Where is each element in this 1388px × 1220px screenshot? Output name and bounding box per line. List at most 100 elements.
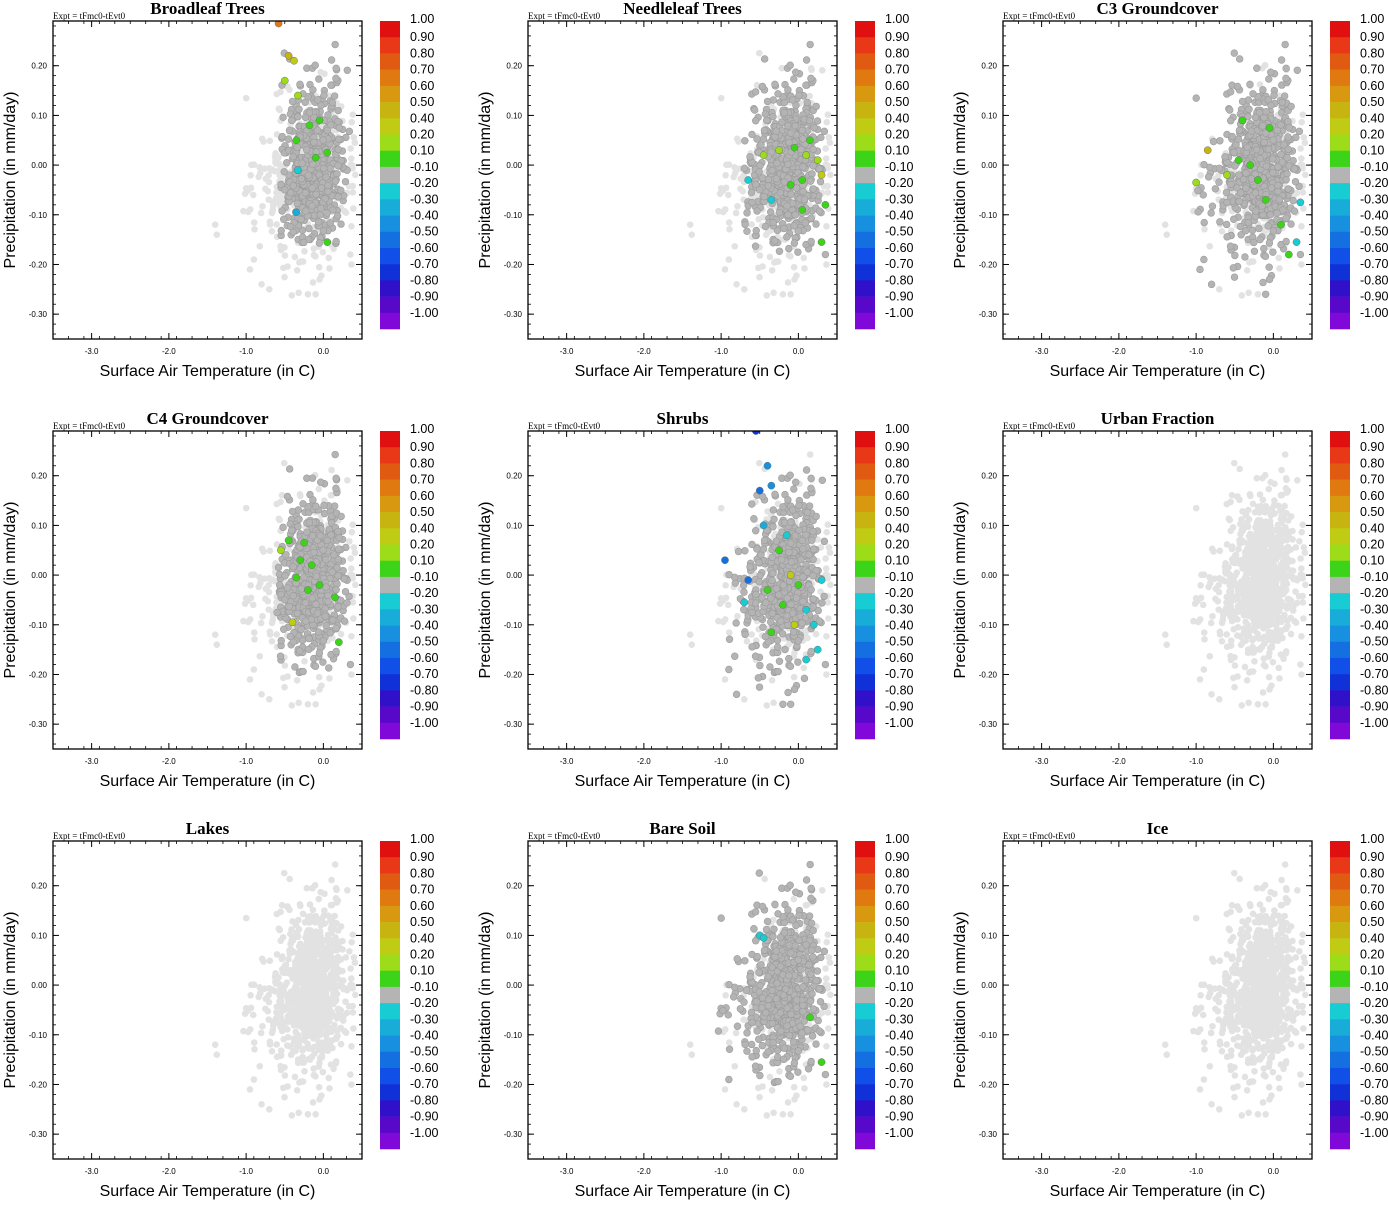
background-point (266, 179, 273, 186)
colored-point (294, 92, 301, 99)
background-point (785, 279, 792, 286)
neutral-point (1265, 223, 1272, 230)
neutral-point (324, 210, 331, 217)
neutral-point (784, 203, 791, 210)
neutral-point (747, 153, 754, 160)
neutral-point (1193, 95, 1200, 102)
background-point (1244, 267, 1251, 274)
background-point (265, 172, 272, 179)
background-point (791, 276, 798, 283)
colorbar-label: 0.10 (885, 144, 909, 158)
neutral-point (763, 117, 770, 124)
colored-point (324, 149, 331, 156)
neutral-point (1296, 128, 1303, 135)
neutral-point (1227, 117, 1234, 124)
neutral-point (335, 107, 342, 114)
background-point (823, 261, 830, 268)
background-point (819, 67, 826, 74)
neutral-point (1210, 138, 1217, 145)
neutral-point (775, 90, 782, 97)
x-tick-label: -1.0 (239, 347, 253, 356)
y-tick-label: -0.30 (504, 310, 523, 319)
neutral-point (315, 219, 322, 226)
colorbar-swatch (855, 53, 875, 70)
colorbar-label: -0.70 (885, 257, 914, 271)
neutral-point (1216, 218, 1223, 225)
background-point (288, 292, 295, 299)
neutral-point (773, 128, 780, 135)
colorbar-swatch (855, 151, 875, 168)
neutral-point (808, 215, 815, 222)
neutral-point (1292, 178, 1299, 185)
background-point (688, 231, 695, 238)
expt-label: Expt = tFmc0-tEvt0 (528, 11, 601, 21)
neutral-point (817, 178, 824, 185)
neutral-point (765, 176, 772, 183)
colorbar-label: -0.20 (410, 176, 439, 190)
neutral-point (821, 128, 828, 135)
background-point (1300, 205, 1307, 212)
background-point (350, 111, 357, 118)
colorbar-label: -0.30 (885, 192, 914, 206)
neutral-point (1283, 65, 1290, 72)
background-point (251, 226, 258, 233)
background-point (259, 203, 266, 210)
neutral-point (1243, 170, 1250, 177)
colorbar-swatch (855, 183, 875, 200)
colorbar-swatch (380, 264, 400, 281)
neutral-point (752, 88, 759, 95)
background-point (733, 210, 740, 217)
colored-point (760, 152, 767, 159)
neutral-point (278, 181, 285, 188)
colorbar-swatch (855, 297, 875, 314)
neutral-point (792, 211, 799, 218)
colorbar-swatch (855, 280, 875, 297)
background-point (775, 258, 782, 265)
neutral-point (754, 208, 761, 215)
neutral-point (783, 234, 790, 241)
colorbar-label: 0.80 (410, 46, 434, 60)
neutral-point (320, 165, 327, 172)
neutral-point (802, 219, 809, 226)
background-point (734, 136, 741, 143)
neutral-point (1230, 264, 1237, 271)
background-point (274, 199, 281, 206)
x-tick-label: 0.0 (318, 347, 330, 356)
neutral-point (1236, 56, 1243, 63)
neutral-point (1276, 196, 1283, 203)
neutral-point (765, 182, 772, 189)
neutral-point (1205, 174, 1212, 181)
colorbar-swatch (380, 297, 400, 314)
background-point (720, 209, 727, 216)
neutral-point (1195, 209, 1202, 216)
colorbar-swatch (855, 264, 875, 281)
colorbar-swatch (855, 248, 875, 265)
neutral-point (281, 168, 288, 175)
neutral-point (333, 75, 340, 82)
neutral-point (328, 57, 335, 64)
neutral-point (741, 165, 748, 172)
neutral-point (1208, 210, 1215, 217)
x-axis-label: Surface Air Temperature (in C) (575, 363, 791, 380)
colorbar-swatch (380, 118, 400, 135)
neutral-point (798, 146, 805, 153)
colorbar-label: 1.00 (885, 12, 909, 26)
neutral-point (1283, 238, 1290, 245)
neutral-point (1253, 65, 1260, 72)
background-point (1201, 226, 1208, 233)
y-axis-label: Precipitation (in mm/day) (477, 92, 494, 269)
y-tick-label: 0.20 (506, 62, 522, 71)
colorbar-label: 0.50 (410, 95, 434, 109)
neutral-point (808, 75, 815, 82)
expt-label: Expt = tFmc0-tEvt0 (1003, 11, 1076, 21)
background-point (245, 209, 252, 216)
neutral-point (294, 144, 301, 151)
background-point (770, 290, 777, 297)
neutral-point (769, 167, 776, 174)
background-point (258, 281, 265, 288)
neutral-point (299, 160, 306, 167)
x-tick-label: 0.0 (793, 347, 805, 356)
colorbar-swatch (855, 102, 875, 119)
background-point (251, 219, 258, 226)
